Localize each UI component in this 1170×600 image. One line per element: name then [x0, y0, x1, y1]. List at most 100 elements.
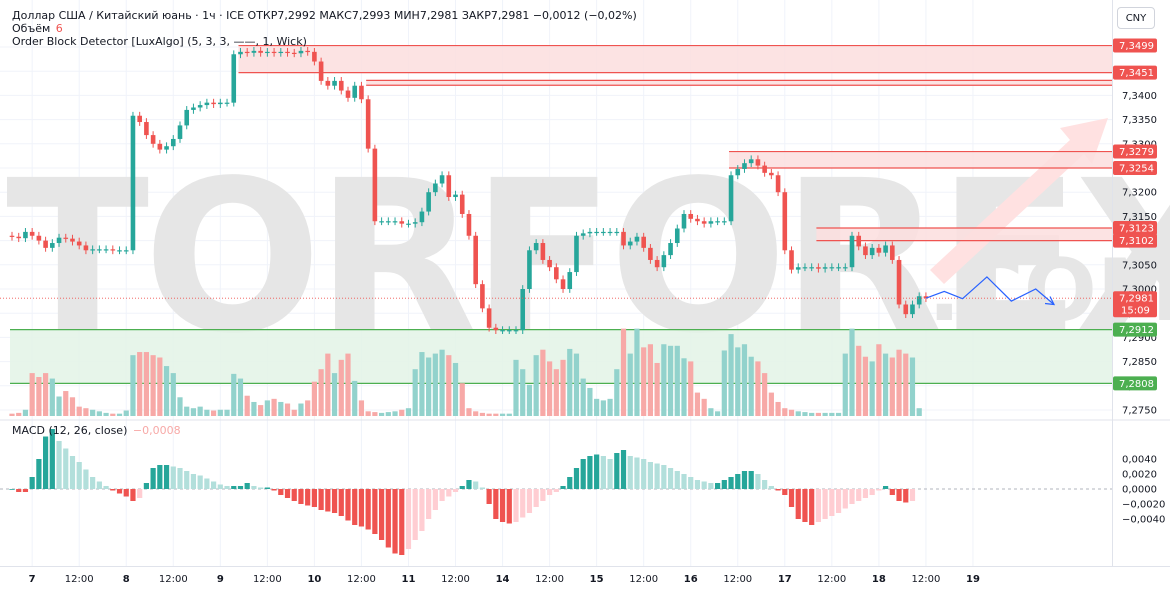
candle-body[interactable] [755, 159, 761, 166]
last-price-tag[interactable] [1113, 291, 1157, 318]
macd-legend[interactable]: MACD (12, 26, close) −0,0008 [12, 424, 181, 437]
candle-body[interactable] [748, 159, 754, 164]
symbol-info[interactable]: Доллар США / Китайский юань · 1ч · ICE О… [12, 9, 637, 22]
candle-body[interactable] [547, 259, 552, 268]
candle-body[interactable] [258, 50, 263, 53]
candle-body[interactable] [191, 107, 196, 110]
candle-body[interactable] [594, 231, 599, 234]
candle-body[interactable] [211, 102, 216, 105]
order-block-price-tag[interactable] [1113, 144, 1157, 159]
candle-body[interactable] [500, 330, 505, 332]
candle-body[interactable] [345, 90, 351, 98]
candle-body[interactable] [50, 243, 55, 248]
candle-body[interactable] [916, 296, 922, 305]
candle-body[interactable] [486, 308, 492, 328]
candle-body[interactable] [63, 237, 69, 239]
candle-body[interactable] [883, 245, 888, 253]
candle-body[interactable] [184, 109, 190, 126]
candle-body[interactable] [728, 175, 734, 222]
symbol-legend[interactable]: Доллар США / Китайский юань · 1ч · ICE О… [12, 9, 637, 22]
candle-body[interactable] [910, 304, 915, 315]
candle-body[interactable] [399, 221, 405, 224]
candle-body[interactable] [244, 51, 250, 54]
candle-body[interactable] [654, 259, 660, 268]
candle-body[interactable] [426, 192, 431, 212]
indicator-label[interactable]: Order Block Detector [LuxAlgo] (5, 3, 3,… [12, 35, 307, 48]
candle-body[interactable] [722, 221, 727, 223]
order-block-price-tag[interactable] [1113, 221, 1157, 236]
order-block-price-tag[interactable] [1113, 65, 1157, 80]
candle-body[interactable] [849, 235, 855, 268]
candle-body[interactable] [648, 247, 653, 260]
candle-body[interactable] [164, 146, 169, 150]
candle-body[interactable] [674, 228, 680, 244]
candle-body[interactable] [708, 221, 714, 224]
candle-body[interactable] [97, 249, 102, 251]
candle-body[interactable] [29, 231, 35, 236]
candle-body[interactable] [681, 213, 687, 229]
candle-body[interactable] [251, 50, 257, 53]
candle-body[interactable] [795, 267, 801, 270]
candle-body[interactable] [769, 172, 774, 176]
candle-body[interactable] [446, 175, 452, 198]
candle-body[interactable] [265, 51, 270, 54]
candle-body[interactable] [533, 243, 539, 251]
candle-body[interactable] [923, 296, 929, 299]
candle-body[interactable] [715, 221, 720, 223]
macd-label[interactable]: MACD (12, 26, close) [12, 424, 128, 437]
candle-body[interactable] [836, 267, 841, 269]
order-block-price-tag[interactable] [1113, 233, 1157, 248]
candle-body[interactable] [782, 192, 788, 251]
candle-body[interactable] [271, 51, 277, 54]
candle-body[interactable] [123, 250, 129, 252]
candle-body[interactable] [842, 267, 848, 269]
candle-body[interactable] [305, 50, 310, 53]
candle-body[interactable] [466, 213, 472, 236]
candle-body[interactable] [379, 221, 384, 223]
candle-body[interactable] [587, 231, 593, 234]
candle-body[interactable] [325, 80, 331, 86]
price-axis-labels[interactable]: 7,27507,28007,28507,29007,29507,30007,30… [1113, 38, 1165, 526]
candle-body[interactable] [856, 235, 862, 247]
order-block-price-tag[interactable] [1113, 322, 1157, 337]
candle-body[interactable] [829, 267, 835, 269]
candle-body[interactable] [621, 231, 626, 246]
candle-body[interactable] [338, 80, 344, 91]
candle-body[interactable] [775, 175, 781, 193]
candle-body[interactable] [386, 221, 391, 223]
candle-body[interactable] [406, 223, 411, 225]
candle-body[interactable] [493, 327, 499, 331]
candle-body[interactable] [56, 237, 62, 244]
candle-body[interactable] [76, 241, 82, 246]
candle-body[interactable] [567, 272, 573, 289]
candle-body[interactable] [312, 51, 317, 62]
candle-body[interactable] [318, 61, 324, 81]
candle-body[interactable] [634, 236, 640, 242]
candle-body[interactable] [527, 250, 532, 289]
candle-body[interactable] [150, 135, 156, 144]
candle-body[interactable] [177, 125, 183, 139]
candle-body[interactable] [137, 115, 142, 123]
volume-legend[interactable]: Объём 6 [12, 22, 63, 35]
candle-body[interactable] [433, 183, 438, 193]
candle-body[interactable] [197, 105, 203, 108]
candle-body[interactable] [419, 211, 425, 223]
candle-body[interactable] [695, 218, 700, 222]
candle-body[interactable] [802, 267, 808, 269]
candle-body[interactable] [742, 163, 747, 169]
candle-body[interactable] [439, 175, 445, 184]
candle-body[interactable] [9, 235, 15, 237]
candle-body[interactable] [735, 168, 741, 176]
candle-body[interactable] [392, 221, 398, 223]
candle-body[interactable] [554, 267, 559, 280]
order-block-price-tag[interactable] [1113, 161, 1157, 175]
candle-body[interactable] [90, 249, 95, 251]
candle-body[interactable] [144, 122, 149, 136]
currency-button[interactable]: CNY [1117, 7, 1155, 29]
candle-body[interactable] [890, 245, 895, 260]
candle-body[interactable] [641, 236, 646, 248]
candle-body[interactable] [809, 267, 814, 269]
candle-body[interactable] [130, 115, 136, 251]
candle-body[interactable] [36, 235, 42, 241]
candle-body[interactable] [359, 85, 364, 100]
